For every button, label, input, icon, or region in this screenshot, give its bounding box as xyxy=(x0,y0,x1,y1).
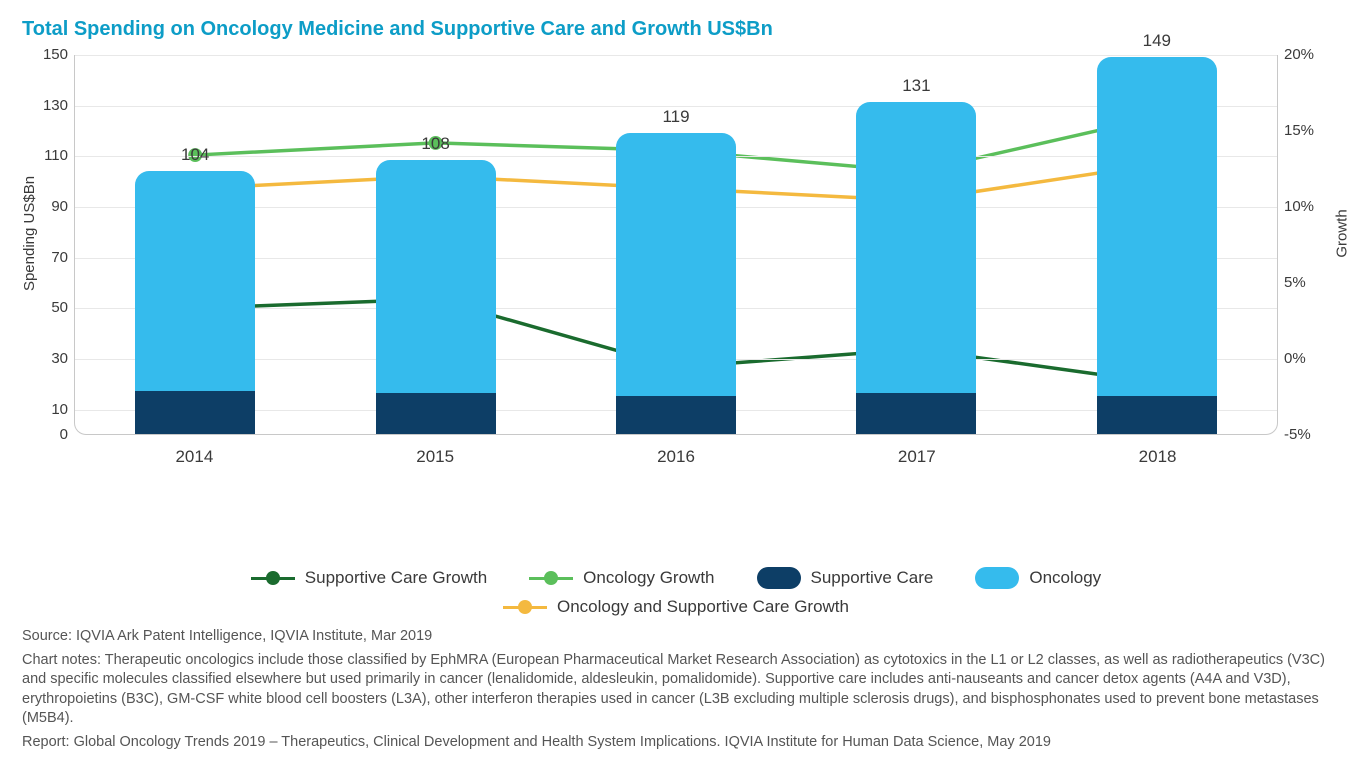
bar-total-label: 131 xyxy=(902,76,930,96)
legend-label: Oncology xyxy=(1029,568,1101,588)
stacked-bar xyxy=(1097,57,1217,434)
legend-swatch-line xyxy=(529,571,573,585)
stacked-bar xyxy=(376,160,496,434)
legend-item-oncology: Oncology xyxy=(975,567,1101,589)
bar-segment-supportive xyxy=(1097,396,1217,434)
y-left-tick: 130 xyxy=(43,97,68,114)
bar-segment-oncology xyxy=(856,102,976,393)
legend-item-oncology-growth: Oncology Growth xyxy=(529,567,714,589)
y-axis-left-label: Spending US$Bn xyxy=(21,176,38,291)
legend-swatch-line xyxy=(503,600,547,614)
chart-title: Total Spending on Oncology Medicine and … xyxy=(22,18,1330,41)
y-left-tick: 10 xyxy=(51,401,68,418)
y-axis-right-label: Growth xyxy=(1333,209,1350,257)
legend-item-combined-growth: Oncology and Supportive Care Growth xyxy=(503,597,849,617)
y-right-tick: 20% xyxy=(1284,46,1314,63)
plot-area: 104 108 119 131 149 xyxy=(74,55,1278,435)
y-left-tick: 70 xyxy=(51,249,68,266)
y-left-tick: 0 xyxy=(60,426,68,443)
bar-segment-oncology xyxy=(616,133,736,396)
chart-footer: Source: IQVIA Ark Patent Intelligence, I… xyxy=(22,627,1330,752)
bar-segment-oncology xyxy=(376,160,496,393)
y-right-tick: -5% xyxy=(1284,426,1311,443)
bar-slot: 104 xyxy=(135,171,255,434)
y-axis-left: Spending US$Bn 01030507090110130150 xyxy=(22,55,74,435)
legend-item-supportive: Supportive Care xyxy=(757,567,934,589)
y-right-tick: 5% xyxy=(1284,274,1306,291)
legend: Supportive Care Growth Oncology Growth Sup… xyxy=(62,567,1290,617)
bar-segment-supportive xyxy=(856,393,976,434)
bar-slot: 131 xyxy=(856,102,976,434)
bar-segment-supportive xyxy=(135,391,255,434)
bar-total-label: 119 xyxy=(662,107,689,127)
y-left-tick: 50 xyxy=(51,299,68,316)
y-axis-right: Growth -5%0%5%10%15%20% xyxy=(1278,55,1330,435)
legend-label: Oncology Growth xyxy=(583,568,714,588)
footer-source: Source: IQVIA Ark Patent Intelligence, I… xyxy=(22,627,1330,647)
y-left-tick: 30 xyxy=(51,350,68,367)
x-axis-label: 2017 xyxy=(898,447,936,467)
y-right-tick: 15% xyxy=(1284,122,1314,139)
stacked-bar xyxy=(856,102,976,434)
bar-segment-oncology xyxy=(1097,57,1217,396)
x-axis-label: 2014 xyxy=(175,447,213,467)
legend-label: Oncology and Supportive Care Growth xyxy=(557,597,849,617)
legend-swatch-bar xyxy=(757,567,801,589)
bar-total-label: 108 xyxy=(421,134,449,154)
stacked-bar xyxy=(135,171,255,434)
bar-segment-supportive xyxy=(376,393,496,434)
y-right-tick: 10% xyxy=(1284,198,1314,215)
legend-swatch-line xyxy=(251,571,295,585)
footer-report: Report: Global Oncology Trends 2019 – Th… xyxy=(22,733,1330,753)
legend-swatch-bar xyxy=(975,567,1019,589)
y-left-tick: 110 xyxy=(44,147,68,164)
x-axis-label: 2016 xyxy=(657,447,695,467)
footer-notes: Chart notes: Therapeutic oncologics incl… xyxy=(22,651,1330,729)
bar-slot: 119 xyxy=(616,133,736,434)
legend-label: Supportive Care xyxy=(811,568,934,588)
x-axis-labels: 2014 2015 2016 2017 2018 xyxy=(74,435,1278,475)
chart-container: Spending US$Bn 01030507090110130150 1041… xyxy=(22,55,1330,515)
x-axis-label: 2015 xyxy=(416,447,454,467)
bar-total-label: 104 xyxy=(181,145,209,165)
bar-slot: 149 xyxy=(1097,57,1217,434)
bar-total-label: 149 xyxy=(1143,31,1171,51)
y-left-tick: 90 xyxy=(51,198,68,215)
legend-label: Supportive Care Growth xyxy=(305,568,487,588)
bar-segment-oncology xyxy=(135,171,255,391)
x-axis-label: 2018 xyxy=(1139,447,1177,467)
y-left-tick: 150 xyxy=(43,46,68,63)
bar-segment-supportive xyxy=(616,396,736,434)
legend-item-supportive-growth: Supportive Care Growth xyxy=(251,567,487,589)
stacked-bar xyxy=(616,133,736,434)
y-right-tick: 0% xyxy=(1284,350,1306,367)
bar-slot: 108 xyxy=(376,160,496,434)
